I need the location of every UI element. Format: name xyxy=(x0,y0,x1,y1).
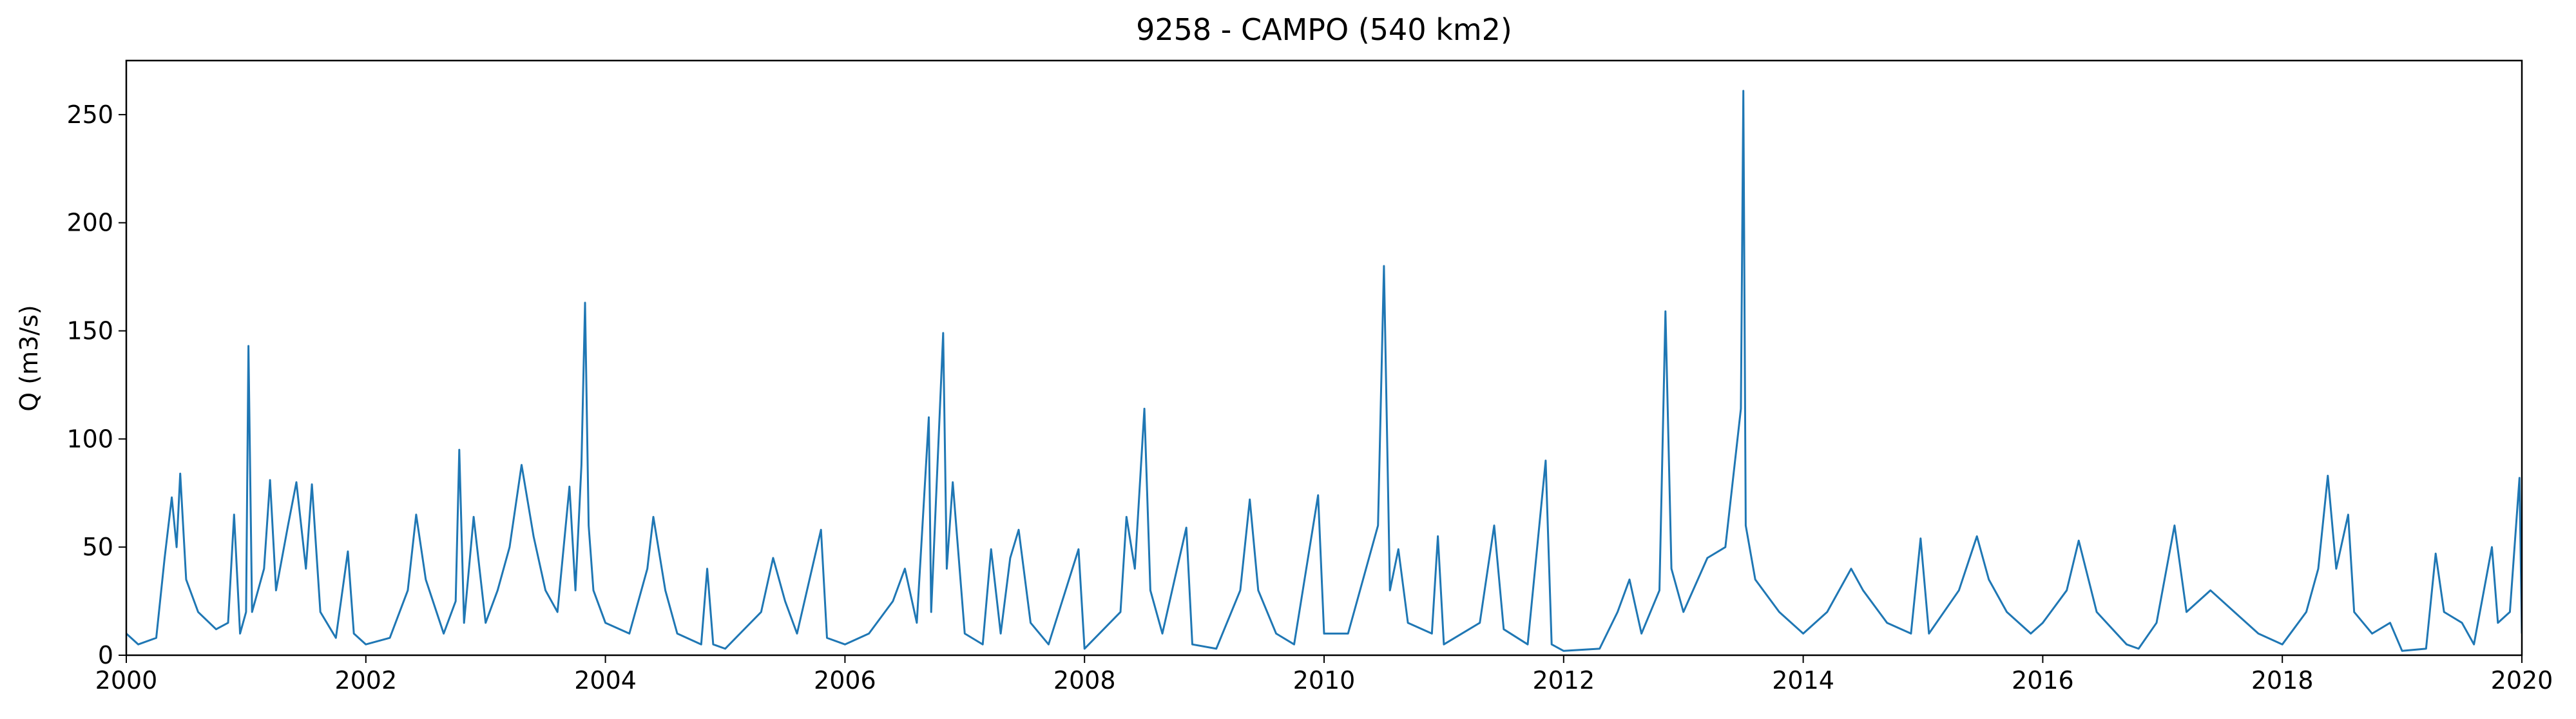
y-tick-label: 150 xyxy=(66,317,113,345)
x-tick-label: 2008 xyxy=(1053,666,1116,695)
x-tick-label: 2020 xyxy=(2491,666,2553,695)
x-tick-label: 2004 xyxy=(574,666,637,695)
y-tick-label: 100 xyxy=(66,425,113,453)
x-tick-label: 2016 xyxy=(2012,666,2074,695)
y-tick-label: 0 xyxy=(98,641,113,669)
y-axis-label: Q (m3/s) xyxy=(15,305,43,411)
chart-title: 9258 - CAMPO (540 km2) xyxy=(1136,12,1512,47)
y-tick-label: 250 xyxy=(66,101,113,129)
x-tick-label: 2018 xyxy=(2251,666,2314,695)
y-tick-label: 50 xyxy=(82,533,113,561)
x-tick-label: 2010 xyxy=(1293,666,1356,695)
data-line xyxy=(126,90,2522,652)
x-tick-label: 2014 xyxy=(1772,666,1834,695)
y-tick-label: 200 xyxy=(66,209,113,237)
x-tick-label: 2006 xyxy=(814,666,876,695)
x-tick-label: 2002 xyxy=(334,666,397,695)
plot-frame xyxy=(125,59,2523,657)
x-tick-label: 2000 xyxy=(95,666,158,695)
x-tick-label: 2012 xyxy=(1532,666,1595,695)
